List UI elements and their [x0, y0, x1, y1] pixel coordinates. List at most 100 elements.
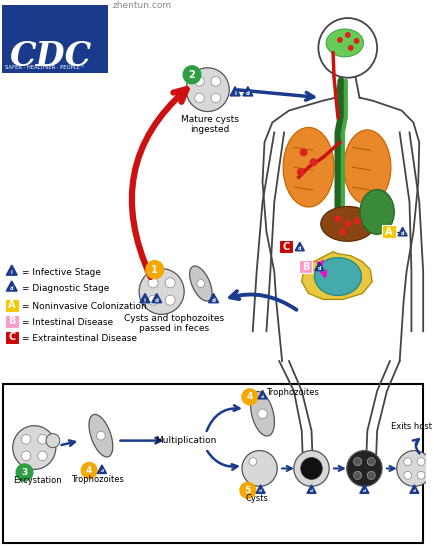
Text: i: i — [233, 91, 236, 96]
Polygon shape — [230, 87, 240, 96]
Polygon shape — [359, 485, 368, 493]
Text: d: d — [245, 91, 249, 96]
Circle shape — [165, 295, 175, 305]
Circle shape — [241, 389, 257, 405]
Polygon shape — [208, 294, 218, 302]
Circle shape — [309, 158, 317, 166]
Text: Cysts: Cysts — [245, 494, 267, 503]
Circle shape — [248, 458, 256, 466]
Circle shape — [396, 450, 431, 487]
Text: CDC: CDC — [10, 41, 92, 73]
Polygon shape — [397, 227, 406, 236]
Ellipse shape — [326, 29, 362, 57]
Text: d: d — [412, 489, 415, 493]
Text: zhentun.com: zhentun.com — [112, 1, 171, 10]
Text: d: d — [259, 489, 261, 493]
Text: Exits host: Exits host — [390, 422, 431, 431]
Circle shape — [347, 45, 353, 51]
Text: 4: 4 — [86, 466, 92, 475]
Circle shape — [13, 426, 56, 470]
Text: d: d — [211, 298, 215, 303]
Text: 4: 4 — [246, 392, 253, 401]
Text: SAFER · HEALTHIER · PEOPLE™: SAFER · HEALTHIER · PEOPLE™ — [5, 65, 85, 70]
Circle shape — [367, 458, 375, 465]
Text: i: i — [144, 298, 146, 303]
Text: C: C — [282, 242, 289, 252]
Text: d: d — [400, 231, 404, 236]
Polygon shape — [7, 281, 17, 291]
Circle shape — [416, 471, 424, 479]
Circle shape — [366, 471, 374, 479]
Text: B: B — [301, 261, 309, 272]
Circle shape — [353, 218, 360, 224]
Polygon shape — [97, 465, 106, 473]
Circle shape — [416, 458, 424, 466]
Circle shape — [46, 433, 59, 448]
Circle shape — [403, 458, 411, 466]
Ellipse shape — [359, 190, 393, 235]
Circle shape — [96, 431, 105, 440]
Text: 3: 3 — [21, 468, 27, 477]
FancyBboxPatch shape — [279, 240, 292, 253]
Text: d: d — [362, 489, 365, 493]
Circle shape — [353, 458, 361, 466]
Circle shape — [148, 295, 158, 305]
FancyBboxPatch shape — [381, 225, 395, 238]
Text: = Intestinal Disease: = Intestinal Disease — [22, 318, 112, 327]
Circle shape — [16, 464, 33, 481]
FancyBboxPatch shape — [5, 331, 19, 344]
Ellipse shape — [283, 128, 333, 207]
Circle shape — [81, 463, 97, 478]
Circle shape — [346, 450, 381, 487]
Circle shape — [353, 471, 361, 479]
Text: ingested: ingested — [190, 125, 229, 134]
Circle shape — [38, 451, 47, 461]
Text: Multiplication: Multiplication — [155, 436, 216, 445]
Text: d: d — [317, 266, 320, 271]
Circle shape — [197, 279, 204, 288]
Text: i: i — [11, 270, 13, 275]
Text: d: d — [155, 298, 158, 303]
Circle shape — [344, 220, 350, 227]
Text: Trophozoites: Trophozoites — [266, 389, 319, 397]
Text: d: d — [10, 286, 13, 291]
Circle shape — [403, 471, 411, 479]
FancyBboxPatch shape — [3, 384, 422, 543]
Circle shape — [183, 66, 201, 84]
FancyBboxPatch shape — [5, 315, 19, 328]
Ellipse shape — [320, 207, 374, 241]
Polygon shape — [255, 485, 265, 493]
Text: = Infective Stage: = Infective Stage — [22, 268, 100, 277]
Polygon shape — [7, 265, 17, 275]
Polygon shape — [301, 252, 372, 299]
Text: passed in feces: passed in feces — [139, 324, 209, 333]
Circle shape — [148, 278, 158, 288]
Circle shape — [367, 471, 375, 480]
Circle shape — [210, 77, 220, 86]
FancyBboxPatch shape — [298, 260, 312, 273]
Text: C: C — [8, 332, 15, 342]
Text: 1: 1 — [151, 265, 158, 275]
Circle shape — [296, 168, 304, 176]
Text: 5: 5 — [244, 486, 250, 495]
Text: B: B — [8, 316, 16, 326]
Ellipse shape — [300, 458, 322, 480]
FancyBboxPatch shape — [2, 5, 108, 73]
Polygon shape — [151, 294, 161, 302]
Circle shape — [366, 458, 374, 466]
Circle shape — [186, 68, 229, 112]
Circle shape — [241, 450, 276, 487]
Text: Cysts and tophozoites: Cysts and tophozoites — [124, 315, 224, 323]
FancyBboxPatch shape — [5, 299, 19, 312]
Ellipse shape — [189, 266, 211, 301]
Text: A: A — [384, 227, 392, 237]
Text: = Diagnostic Stage: = Diagnostic Stage — [22, 284, 109, 293]
Polygon shape — [140, 294, 150, 302]
Circle shape — [353, 38, 358, 44]
Circle shape — [299, 149, 307, 156]
Ellipse shape — [314, 258, 361, 295]
Circle shape — [240, 482, 255, 498]
Text: = Extraintestinal Disease: = Extraintestinal Disease — [22, 334, 136, 342]
Text: A: A — [8, 300, 16, 310]
Circle shape — [339, 229, 345, 235]
